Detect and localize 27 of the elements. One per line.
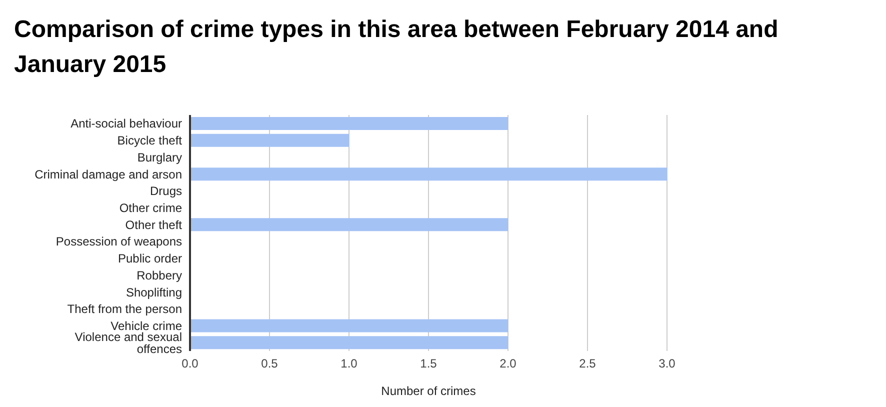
bar (190, 168, 667, 181)
y-tick-label: Bicycle theft (117, 134, 183, 148)
y-tick-label: Drugs (150, 184, 182, 198)
x-tick-label: 3.0 (658, 356, 676, 371)
x-tick-label: 2.5 (579, 356, 596, 371)
x-tick-label: 2.0 (500, 356, 517, 371)
bar (190, 134, 349, 147)
bar (190, 336, 508, 350)
bar (190, 218, 508, 232)
x-tick-label: 0.0 (182, 356, 199, 371)
y-tick-label: Public order (118, 252, 182, 266)
y-tick-label: Robbery (136, 268, 182, 282)
x-tick-label: 1.0 (340, 356, 358, 371)
chart-title: Comparison of crime types in this area between February 2014 and January 2015 (13, 15, 780, 80)
y-tick-label: Anti-social behaviour (70, 116, 182, 131)
bar (190, 117, 508, 130)
y-tick-label: Other theft (125, 218, 183, 232)
y-tick-label: Burglary (137, 150, 182, 164)
bar (190, 319, 508, 332)
x-axis-title: Number of crimes (381, 384, 476, 398)
y-tick-label: Possession of weapons (56, 234, 182, 249)
y-tick-label: Theft from the person (67, 302, 182, 316)
y-tick-label: Criminal damage and arson (34, 167, 182, 182)
y-tick-label: Shoplifting (126, 285, 182, 300)
y-tick-label: Other crime (119, 200, 182, 215)
x-tick-label: 1.5 (420, 356, 438, 371)
x-tick-label: 0.5 (261, 356, 278, 371)
